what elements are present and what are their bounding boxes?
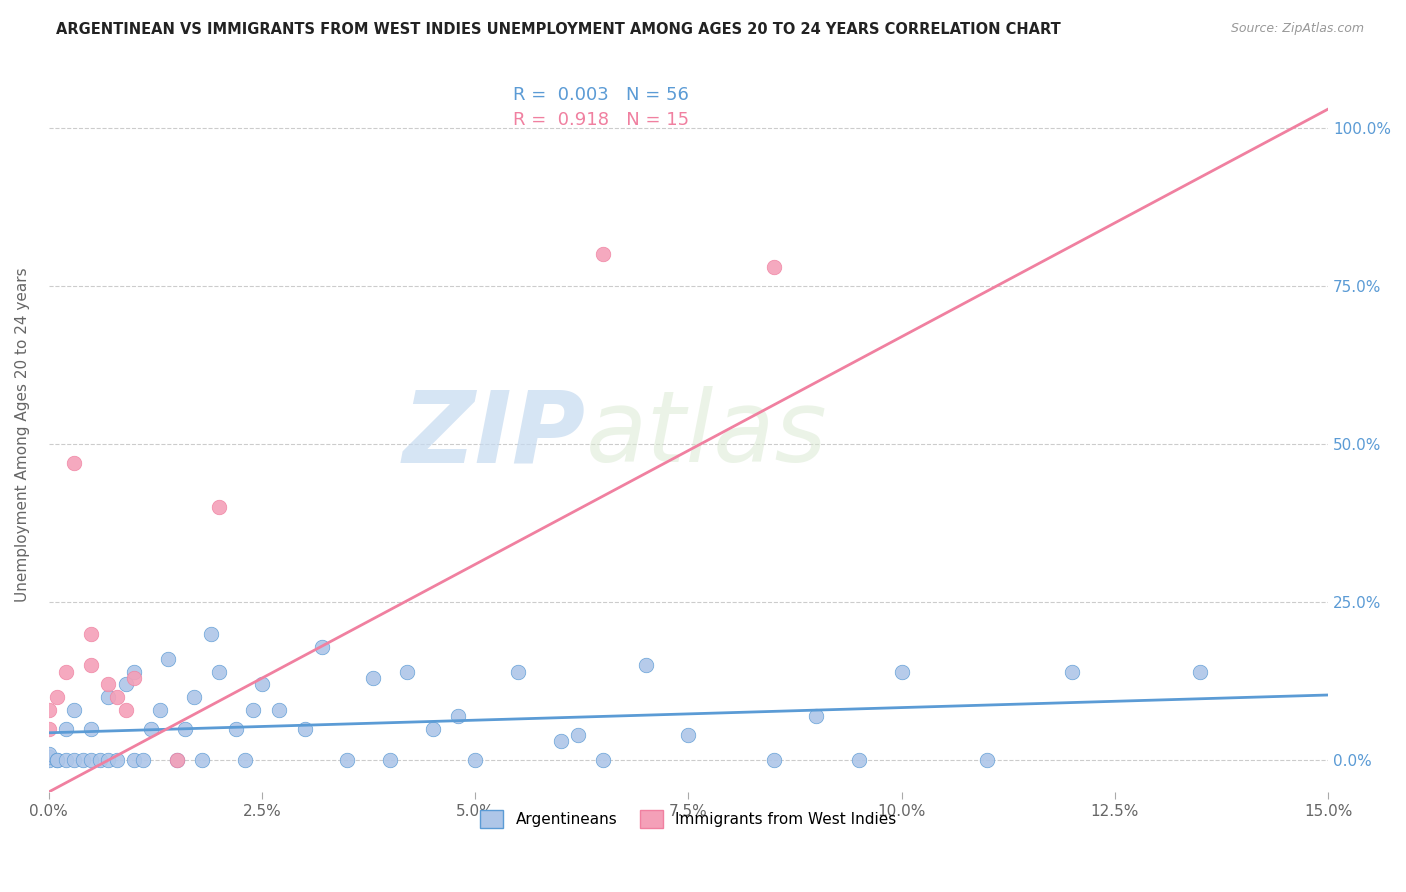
Point: [80, 658, 103, 673]
Point: [1189, 665, 1212, 679]
Point: [174, 722, 197, 736]
Point: [46, 753, 69, 767]
Point: [762, 260, 785, 274]
Point: [105, 753, 128, 767]
Text: ZIP: ZIP: [404, 386, 586, 483]
Point: [464, 753, 486, 767]
Point: [166, 753, 188, 767]
Point: [311, 640, 333, 654]
Point: [38, 703, 60, 717]
Point: [550, 734, 572, 748]
Point: [336, 753, 359, 767]
Point: [447, 709, 470, 723]
Point: [80, 722, 103, 736]
Point: [139, 722, 162, 736]
Point: [242, 703, 264, 717]
Point: [250, 677, 273, 691]
Point: [131, 753, 153, 767]
Point: [80, 627, 103, 641]
Point: [114, 677, 136, 691]
Point: [592, 753, 614, 767]
Point: [1062, 665, 1084, 679]
Point: [38, 722, 60, 736]
Point: [157, 652, 180, 666]
Point: [63, 456, 86, 470]
Point: [55, 753, 77, 767]
Point: [191, 753, 214, 767]
Point: [46, 753, 69, 767]
Point: [63, 753, 86, 767]
Point: [848, 753, 870, 767]
Point: [233, 753, 256, 767]
Point: [567, 728, 589, 742]
Point: [208, 500, 231, 515]
Point: [678, 728, 700, 742]
Point: [506, 665, 529, 679]
Point: [634, 658, 657, 673]
Point: [114, 703, 136, 717]
Point: [422, 722, 444, 736]
Point: [395, 665, 418, 679]
Point: [592, 247, 614, 261]
Point: [46, 690, 69, 705]
Point: [806, 709, 828, 723]
Point: [361, 671, 384, 685]
Point: [105, 690, 128, 705]
Point: [976, 753, 998, 767]
Point: [762, 753, 785, 767]
Point: [122, 671, 145, 685]
Point: [183, 690, 205, 705]
Point: [63, 703, 86, 717]
Point: [166, 753, 188, 767]
Point: [97, 677, 120, 691]
Text: R =  0.918   N = 15: R = 0.918 N = 15: [513, 111, 689, 128]
Y-axis label: Unemployment Among Ages 20 to 24 years: Unemployment Among Ages 20 to 24 years: [15, 268, 30, 602]
Point: [890, 665, 912, 679]
Text: atlas: atlas: [586, 386, 828, 483]
Text: R =  0.003   N = 56: R = 0.003 N = 56: [513, 86, 689, 103]
Point: [55, 665, 77, 679]
Point: [149, 703, 172, 717]
Point: [122, 753, 145, 767]
Point: [72, 753, 94, 767]
Text: ARGENTINEAN VS IMMIGRANTS FROM WEST INDIES UNEMPLOYMENT AMONG AGES 20 TO 24 YEAR: ARGENTINEAN VS IMMIGRANTS FROM WEST INDI…: [56, 22, 1062, 37]
Point: [122, 665, 145, 679]
Point: [200, 627, 222, 641]
Point: [38, 750, 60, 764]
Point: [225, 722, 247, 736]
Point: [97, 753, 120, 767]
Point: [208, 665, 231, 679]
Point: [89, 753, 111, 767]
Point: [55, 722, 77, 736]
Text: Source: ZipAtlas.com: Source: ZipAtlas.com: [1230, 22, 1364, 36]
Point: [97, 690, 120, 705]
Point: [38, 753, 60, 767]
Point: [294, 722, 316, 736]
Point: [38, 747, 60, 761]
Point: [378, 753, 401, 767]
Legend: Argentineans, Immigrants from West Indies: Argentineans, Immigrants from West Indie…: [474, 804, 903, 834]
Point: [267, 703, 290, 717]
Point: [80, 753, 103, 767]
